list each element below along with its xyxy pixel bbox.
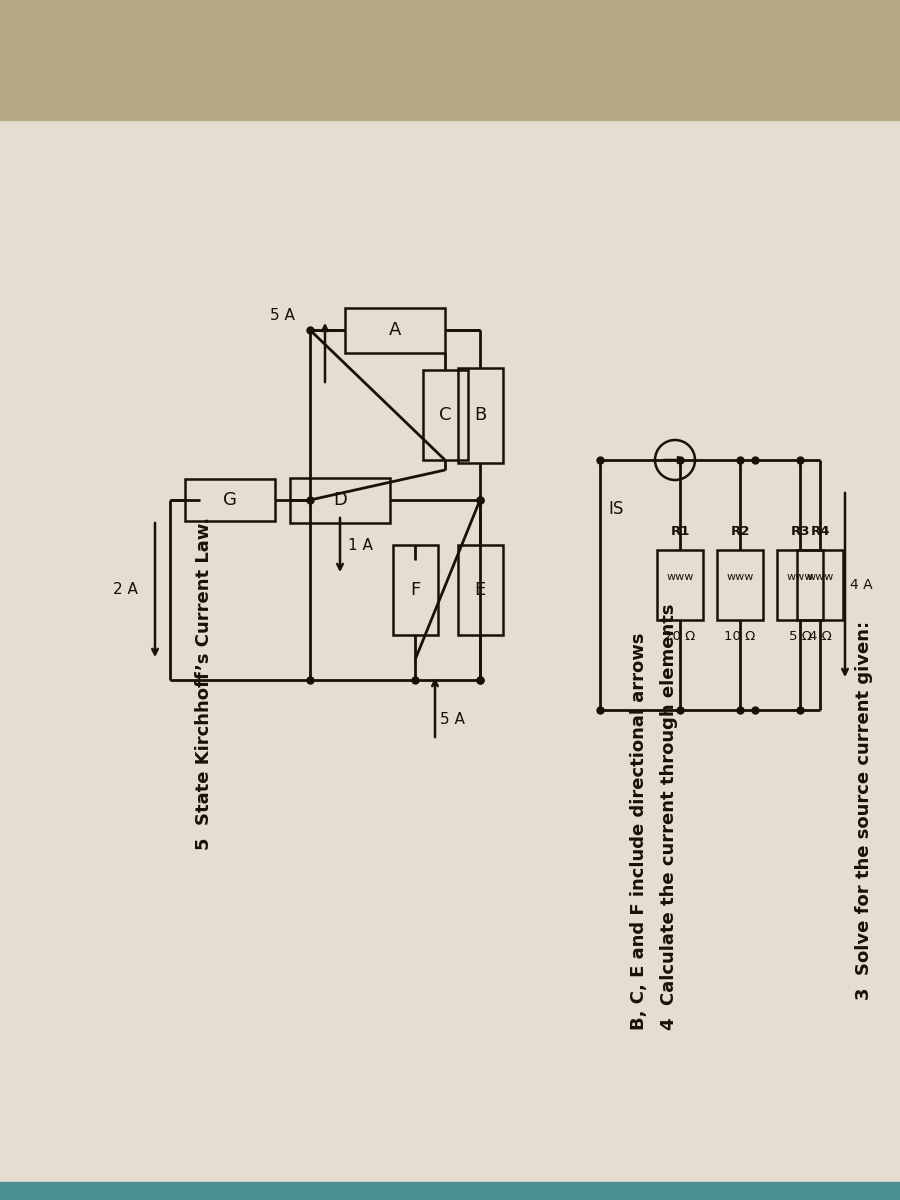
Text: E: E [474,581,486,599]
Text: 1 A: 1 A [348,538,373,552]
Bar [657,550,703,620]
Bar [0,1182,900,1200]
Text: R3: R3 [790,526,810,538]
Text: 2 A: 2 A [112,582,138,598]
Text: 4 A: 4 A [850,578,873,592]
Bar [457,545,502,635]
Bar [777,550,823,620]
Text: 3  Solve for the source current given:: 3 Solve for the source current given: [855,620,873,1000]
Text: 10 Ω: 10 Ω [724,630,756,643]
Bar [345,307,445,353]
Text: www: www [806,572,833,582]
Text: R1: R1 [670,526,689,538]
Bar [290,478,390,522]
Text: F: F [410,581,420,599]
Bar [185,479,275,521]
Text: www: www [726,572,753,582]
Bar [422,370,467,460]
Bar [717,550,763,620]
Text: 5 Ω: 5 Ω [788,630,812,643]
Text: A: A [389,320,401,338]
Text: 20 Ω: 20 Ω [664,630,696,643]
Text: B, C, E and F include directional arrows: B, C, E and F include directional arrows [630,632,648,1030]
Bar [797,550,843,620]
Text: B: B [474,406,486,424]
Text: 5 A: 5 A [270,307,295,323]
Text: D: D [333,491,346,509]
Text: R4: R4 [810,526,830,538]
Text: www: www [666,572,694,582]
Bar [392,545,437,635]
Text: www: www [787,572,814,582]
Bar [457,367,502,462]
Text: 4 Ω: 4 Ω [808,630,832,643]
Text: G: G [223,491,237,509]
Text: IS: IS [608,500,624,518]
Text: 5  State Kirchhoff’s Current Law.: 5 State Kirchhoff’s Current Law. [195,517,213,850]
Text: 4  Calculate the current through elements: 4 Calculate the current through elements [660,604,678,1030]
Text: R2: R2 [730,526,750,538]
Text: C: C [439,406,451,424]
Bar [0,0,900,120]
Text: 5 A: 5 A [440,713,465,727]
